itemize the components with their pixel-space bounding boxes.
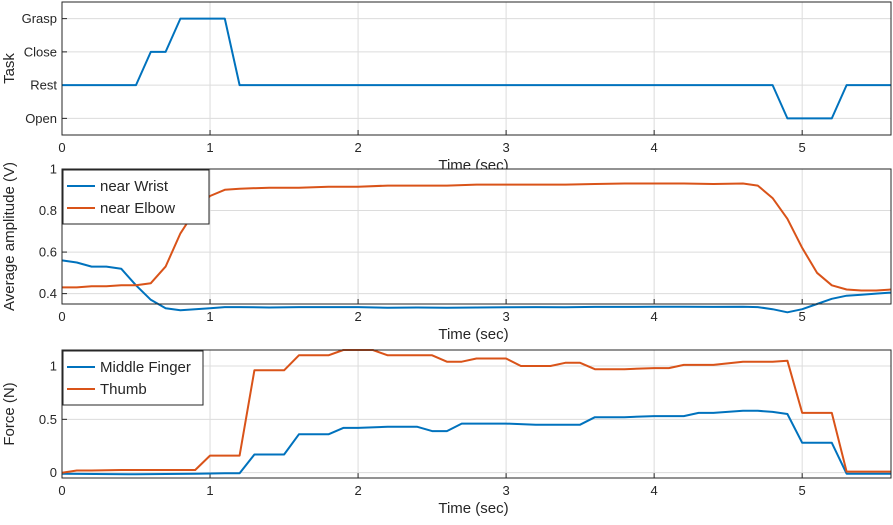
y-tick-label: 0.4 bbox=[39, 286, 57, 301]
x-axis-label: Time (sec) bbox=[438, 326, 508, 343]
legend: near Wrist near Elbow bbox=[62, 169, 210, 225]
x-tick-label: 0 bbox=[58, 309, 65, 324]
x-tick-label: 5 bbox=[799, 309, 806, 324]
x-axis-label: Time (sec) bbox=[438, 500, 508, 517]
x-tick-label: 0 bbox=[58, 483, 65, 498]
x-tick-label: 3 bbox=[502, 483, 509, 498]
x-tick-label: 4 bbox=[651, 140, 658, 155]
legend-label: near Wrist bbox=[100, 178, 169, 195]
x-tick-label: 4 bbox=[651, 309, 658, 324]
y-tick-label: Close bbox=[24, 44, 57, 59]
legend-label: near Elbow bbox=[100, 200, 175, 217]
y-tick-label: 0.5 bbox=[39, 412, 57, 427]
y-tick-label: Rest bbox=[30, 78, 57, 93]
plot-area bbox=[62, 2, 891, 135]
x-tick-label: 2 bbox=[354, 309, 361, 324]
y-axis-label: Task bbox=[1, 53, 18, 84]
chart-panel-2: 0 1 2 3 4 5 0.4 0.6 0.8 1 Time (sec) Average amplit… bbox=[1, 162, 892, 343]
chart-panel-3: 0 1 2 3 4 5 0 0.5 1 Time (sec) Force (N) Middle Fin… bbox=[1, 349, 892, 517]
legend-label: Thumb bbox=[100, 381, 147, 398]
series-line-1 bbox=[62, 17, 891, 120]
x-tick-label: 0 bbox=[58, 140, 65, 155]
legend-box bbox=[62, 169, 210, 225]
x-tick-label: 2 bbox=[354, 140, 361, 155]
legend: Middle Finger Thumb bbox=[62, 350, 204, 406]
x-tick-label: 1 bbox=[206, 140, 213, 155]
y-tick-label: 0.8 bbox=[39, 203, 57, 218]
series-line-near-elbow bbox=[62, 182, 892, 292]
y-tick-label: Grasp bbox=[22, 11, 57, 26]
x-tick-label: 2 bbox=[354, 483, 361, 498]
axes-box bbox=[61, 168, 892, 305]
y-axis-label: Average amplitude (V) bbox=[1, 162, 18, 311]
x-tick-label: 1 bbox=[206, 309, 213, 324]
series-line-middle-finger bbox=[61, 409, 891, 476]
y-tick-label: 0 bbox=[50, 465, 57, 480]
y-tick-label: 0.6 bbox=[39, 245, 57, 260]
axes-box bbox=[61, 1, 892, 136]
legend-box bbox=[62, 350, 204, 406]
x-tick-label: 1 bbox=[206, 483, 213, 498]
x-tick-label: 5 bbox=[799, 140, 806, 155]
y-tick-label: 1 bbox=[50, 359, 57, 374]
x-tick-label: 3 bbox=[502, 309, 509, 324]
axes-box bbox=[61, 349, 892, 479]
x-tick-label: 4 bbox=[651, 483, 658, 498]
legend-label: Middle Finger bbox=[100, 359, 191, 376]
x-tick-label: 5 bbox=[799, 483, 806, 498]
y-tick-label: Open bbox=[25, 111, 57, 126]
x-tick-label: 3 bbox=[502, 140, 509, 155]
y-tick-label: 1 bbox=[50, 162, 57, 177]
y-axis-label: Force (N) bbox=[1, 382, 18, 445]
series-line-thumb bbox=[61, 349, 891, 474]
